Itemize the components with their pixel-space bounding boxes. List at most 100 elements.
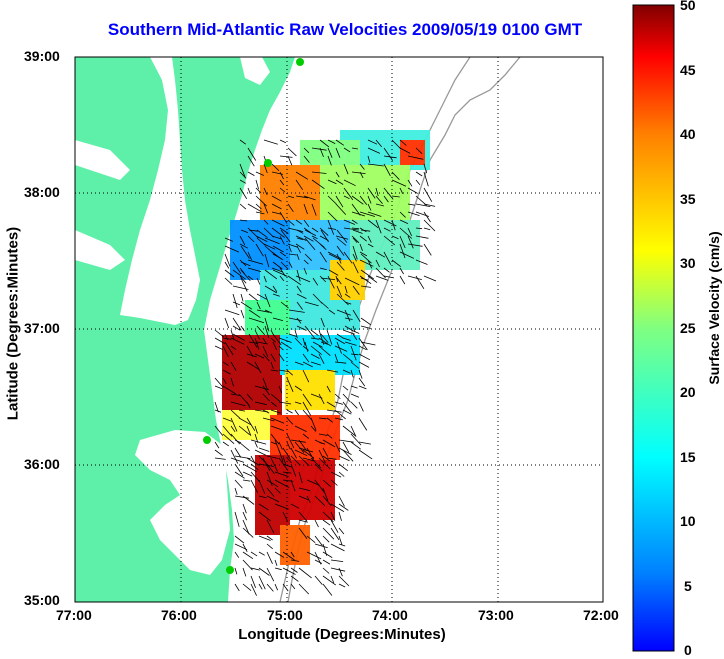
velocity-arrow — [263, 275, 267, 283]
velocity-arrow — [242, 511, 247, 521]
velocity-arrow — [327, 275, 335, 289]
velocity-arrow — [296, 237, 303, 240]
velocity-arrow — [303, 235, 314, 242]
velocity-arrow — [318, 353, 325, 364]
velocity-arrow — [279, 235, 285, 245]
velocity-arrow — [338, 447, 352, 455]
velocity-arrow — [303, 195, 316, 201]
velocity-arrow — [270, 457, 278, 472]
velocity-arrow — [242, 519, 250, 535]
velocity-arrow — [338, 495, 345, 507]
velocity-arrow — [295, 179, 304, 191]
velocity-arrow — [326, 329, 333, 345]
velocity-arrow — [360, 253, 372, 264]
x-tick-label: 74:00 — [372, 607, 408, 623]
velocity-arrow — [330, 503, 345, 512]
velocity-arrow — [266, 479, 279, 488]
velocity-arrow — [415, 179, 421, 186]
velocity-arrow — [262, 337, 267, 344]
velocity-arrow — [352, 261, 359, 274]
velocity-arrow — [351, 227, 360, 230]
velocity-arrow — [318, 345, 331, 357]
velocity-arrow — [224, 245, 240, 253]
velocity-arrow — [327, 211, 338, 222]
velocity-arrow — [407, 211, 420, 216]
velocity-arrow — [271, 235, 283, 240]
velocity-arrow — [303, 219, 310, 228]
velocity-arrow — [322, 567, 330, 574]
velocity-arrow — [258, 447, 270, 452]
velocity-arrow — [262, 353, 270, 362]
velocity-arrow — [298, 583, 310, 595]
velocity-arrow — [230, 345, 237, 350]
velocity-arrow — [407, 203, 415, 206]
velocity-arrow — [344, 325, 352, 330]
velocity-arrow — [274, 583, 278, 591]
velocity-arrow — [263, 203, 269, 214]
velocity-arrow — [336, 333, 344, 339]
velocity-arrow — [222, 441, 230, 447]
velocity-arrow — [270, 425, 285, 431]
velocity-arrow — [224, 269, 235, 278]
velocity-arrow — [264, 317, 270, 332]
velocity-arrow — [214, 377, 224, 388]
velocity-arrow — [238, 441, 250, 452]
velocity-arrow — [274, 567, 282, 571]
velocity-arrow — [367, 147, 381, 154]
velocity-arrow — [224, 341, 234, 356]
velocity-arrow — [367, 203, 372, 211]
velocity-arrow — [336, 309, 351, 316]
velocity-arrow — [336, 293, 349, 306]
velocity-arrow — [327, 147, 333, 158]
velocity-arrow — [344, 309, 351, 322]
velocity-arrow — [407, 155, 424, 160]
velocity-arrow — [242, 567, 247, 577]
velocity-arrow — [296, 317, 302, 324]
velocity-arrow — [311, 235, 318, 240]
velocity-arrow — [270, 337, 276, 343]
velocity-arrow — [247, 147, 257, 161]
velocity-arrow — [391, 195, 400, 198]
velocity-arrow — [242, 543, 248, 552]
velocity-arrow — [230, 425, 236, 433]
velocity-arrow — [338, 583, 346, 588]
velocity-arrow — [266, 463, 275, 475]
velocity-arrow — [230, 449, 239, 464]
velocity-arrow — [322, 479, 332, 488]
velocity-arrow — [399, 243, 406, 259]
velocity-arrow — [330, 575, 335, 584]
velocity-arrow — [336, 253, 342, 264]
velocity-arrow — [322, 487, 329, 502]
velocity-arrow — [344, 285, 348, 294]
velocity-arrow — [320, 277, 336, 280]
velocity-arrow — [214, 449, 223, 456]
velocity-arrow — [314, 535, 323, 546]
velocity-arrow — [287, 219, 295, 226]
velocity-arrow — [258, 583, 263, 590]
velocity-arrow — [279, 227, 289, 234]
velocity-arrow — [266, 471, 273, 486]
velocity-arrow — [234, 487, 238, 495]
velocity-arrow — [338, 527, 345, 535]
velocity-arrow — [407, 179, 413, 187]
velocity-arrow — [327, 227, 337, 230]
pamlico-sound — [135, 430, 230, 575]
velocity-arrow — [311, 203, 317, 216]
velocity-arrow — [256, 293, 267, 300]
velocity-arrow — [351, 171, 366, 174]
velocity-arrow — [320, 301, 329, 309]
velocity-arrow — [338, 543, 346, 547]
velocity-arrow — [304, 229, 317, 236]
velocity-arrow — [318, 449, 326, 463]
velocity-arrow — [214, 329, 225, 338]
velocity-arrow — [272, 261, 283, 270]
velocity-arrow — [230, 393, 240, 396]
velocity-arrow — [399, 267, 404, 275]
velocity-arrow — [234, 543, 248, 551]
velocity-arrow — [232, 269, 246, 280]
velocity-arrow — [250, 439, 267, 445]
velocity-arrow — [350, 393, 360, 398]
velocity-arrow — [314, 479, 325, 493]
velocity-arrow — [322, 575, 337, 586]
velocity-arrow — [282, 511, 288, 522]
